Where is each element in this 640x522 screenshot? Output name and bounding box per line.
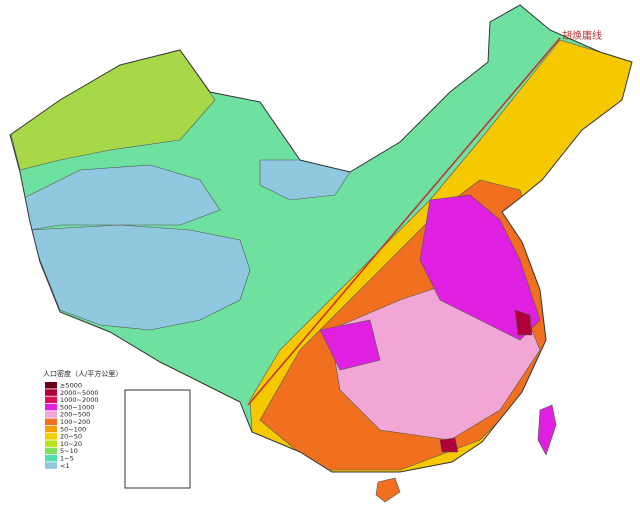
taiwan: [537, 404, 557, 456]
legend-label: 10~20: [60, 440, 82, 448]
legend-swatch: [45, 425, 57, 433]
hainan: [375, 477, 401, 503]
legend-swatch: [45, 455, 57, 462]
guangzhou: [439, 437, 459, 453]
legend-label: 200~500: [60, 411, 90, 419]
legend-swatch: [45, 447, 57, 455]
legend-label: 5~10: [60, 447, 78, 455]
legend-swatch: [45, 440, 57, 447]
tarim-basin: [19, 164, 221, 231]
legend-swatch: [45, 382, 57, 389]
hu-line: [247, 37, 561, 406]
legend-label: <1: [60, 462, 70, 470]
legend-swatch: [45, 403, 57, 411]
sichuan-basin: [319, 319, 381, 371]
legend-label: 1000~2000: [60, 396, 99, 404]
hu-line-label: 胡焕庸线: [562, 29, 602, 42]
shanghai: [514, 309, 533, 336]
legend-label: 1~5: [60, 455, 74, 463]
legend-title: 人口密度（人/平方公里）: [43, 369, 122, 378]
legend-label: 500~1000: [60, 403, 94, 411]
legend-label: 100~200: [60, 418, 90, 426]
legend-swatch: [45, 396, 57, 404]
border: [9, 4, 633, 473]
legend-label: 2000~5000: [60, 389, 99, 397]
legend: 人口密度（人/平方公里） ≥50002000~50001000~2000500~…: [43, 369, 122, 470]
legend-swatch: [45, 418, 57, 425]
legend-label: ≥5000: [60, 382, 82, 390]
legend-swatch: [45, 389, 57, 396]
legend-swatch: [45, 433, 57, 440]
legend-swatch: [45, 411, 57, 418]
legend-swatch: [45, 462, 57, 469]
south-china-sea-inset: [124, 389, 191, 489]
tibet: [29, 224, 251, 331]
legend-label: 20~50: [60, 433, 82, 441]
legend-label: 50~100: [60, 425, 86, 433]
